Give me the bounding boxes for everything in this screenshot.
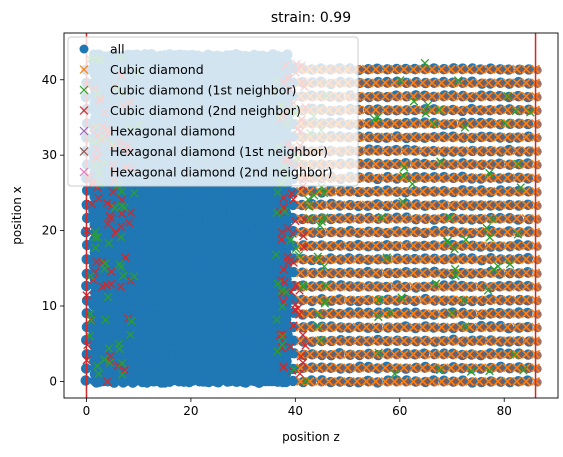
y-tick-label: 0 xyxy=(49,374,57,388)
y-tick-label: 10 xyxy=(42,299,57,313)
y-tick-label: 40 xyxy=(42,73,57,87)
legend-label: Hexagonal diamond (2nd neighbor) xyxy=(110,165,332,180)
point-all xyxy=(80,375,91,386)
legend-label: Cubic diamond (1st neighbor) xyxy=(110,83,296,98)
legend-label: all xyxy=(110,42,125,57)
legend-marker xyxy=(79,44,89,54)
y-axis-label: position x xyxy=(10,186,24,244)
legend-label: Cubic diamond xyxy=(110,62,204,77)
x-axis-label: position z xyxy=(282,430,340,444)
legend-label: Hexagonal diamond xyxy=(110,124,235,139)
y-tick-label: 20 xyxy=(42,224,57,238)
y-tick-label: 30 xyxy=(42,148,57,162)
x-tick-label: 80 xyxy=(497,404,512,418)
legend-label: Hexagonal diamond (1st neighbor) xyxy=(110,144,328,159)
legend: all Cubic diamond Cubic diamond (1st neigh… xyxy=(67,36,359,187)
x-tick-label: 0 xyxy=(83,404,91,418)
x-tick-label: 60 xyxy=(392,404,407,418)
legend-label: Cubic diamond (2nd neighbor) xyxy=(110,103,301,118)
x-tick-label: 20 xyxy=(183,404,198,418)
x-tick-label: 40 xyxy=(288,404,303,418)
chart-title: strain: 0.99 xyxy=(271,10,351,26)
